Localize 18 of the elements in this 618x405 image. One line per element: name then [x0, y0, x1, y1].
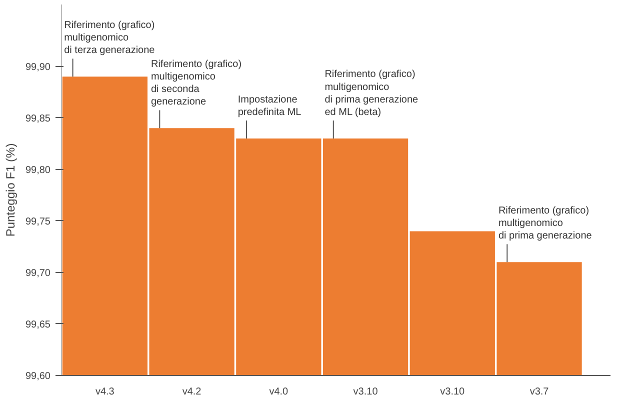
annotation: Riferimento (grafico) multigenomico di prima generazione ed ML (beta) — [324, 69, 419, 118]
y-tick-label: 99,75 — [25, 216, 51, 228]
annotation: Riferimento (grafico) multigenomico di prima generazione — [498, 205, 592, 242]
x-tick-label: v3.7 — [530, 386, 550, 398]
y-tick-label: 99,85 — [25, 113, 51, 124]
x-tick-label: v3.10 — [440, 386, 466, 398]
y-tick-label: 99,60 — [25, 371, 51, 382]
y-tick-label: 99,90 — [25, 62, 51, 73]
y-axis-title: Punteggio F1 (%) — [3, 143, 18, 237]
y-tick-label: 99,70 — [25, 268, 51, 279]
x-tick-label: v4.3 — [95, 386, 115, 398]
y-tick-label: 99,80 — [25, 164, 51, 176]
annotation: Impostazione predefinita ML — [238, 94, 302, 118]
x-tick-label: v4.2 — [182, 386, 202, 398]
y-tick-label: 99,65 — [25, 319, 51, 330]
x-tick-label: v4.0 — [269, 386, 289, 398]
x-tick-label: v3.10 — [353, 386, 378, 398]
annotation: Riferimento (grafico) multigenomico di terza generazione — [64, 20, 156, 56]
